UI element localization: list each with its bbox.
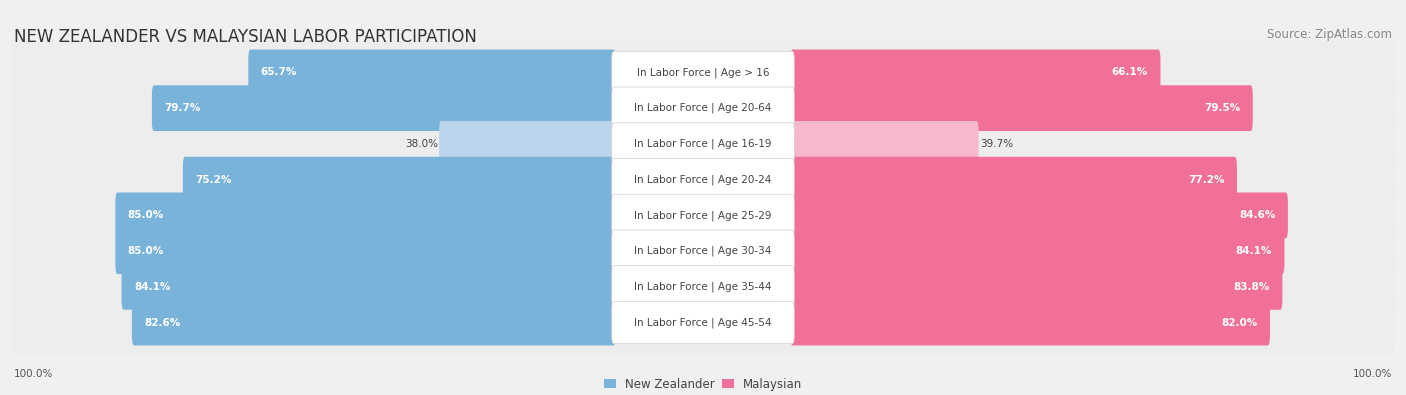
FancyBboxPatch shape xyxy=(249,49,616,95)
FancyBboxPatch shape xyxy=(612,123,794,165)
FancyBboxPatch shape xyxy=(790,228,1285,274)
Text: 84.6%: 84.6% xyxy=(1239,211,1275,220)
FancyBboxPatch shape xyxy=(11,41,1395,104)
FancyBboxPatch shape xyxy=(152,85,616,131)
FancyBboxPatch shape xyxy=(115,228,616,274)
Text: In Labor Force | Age 30-34: In Labor Force | Age 30-34 xyxy=(634,246,772,256)
Text: 84.1%: 84.1% xyxy=(134,282,170,292)
FancyBboxPatch shape xyxy=(790,121,979,167)
FancyBboxPatch shape xyxy=(790,300,1270,346)
Text: 75.2%: 75.2% xyxy=(195,175,232,184)
FancyBboxPatch shape xyxy=(11,256,1395,318)
FancyBboxPatch shape xyxy=(183,157,616,203)
Text: 79.5%: 79.5% xyxy=(1204,103,1240,113)
FancyBboxPatch shape xyxy=(790,49,1160,95)
Text: 85.0%: 85.0% xyxy=(128,211,165,220)
Text: 100.0%: 100.0% xyxy=(1353,369,1392,379)
FancyBboxPatch shape xyxy=(612,194,794,237)
FancyBboxPatch shape xyxy=(11,220,1395,282)
Text: 39.7%: 39.7% xyxy=(980,139,1014,149)
Text: 66.1%: 66.1% xyxy=(1112,68,1149,77)
Text: 38.0%: 38.0% xyxy=(405,139,437,149)
Text: 82.0%: 82.0% xyxy=(1222,318,1257,327)
Text: In Labor Force | Age 45-54: In Labor Force | Age 45-54 xyxy=(634,317,772,328)
Text: 84.1%: 84.1% xyxy=(1236,246,1272,256)
FancyBboxPatch shape xyxy=(612,158,794,201)
Text: 100.0%: 100.0% xyxy=(14,369,53,379)
FancyBboxPatch shape xyxy=(612,87,794,129)
FancyBboxPatch shape xyxy=(11,77,1395,139)
FancyBboxPatch shape xyxy=(612,230,794,272)
FancyBboxPatch shape xyxy=(612,266,794,308)
Text: In Labor Force | Age 35-44: In Labor Force | Age 35-44 xyxy=(634,282,772,292)
Text: NEW ZEALANDER VS MALAYSIAN LABOR PARTICIPATION: NEW ZEALANDER VS MALAYSIAN LABOR PARTICI… xyxy=(14,28,477,46)
FancyBboxPatch shape xyxy=(439,121,616,167)
FancyBboxPatch shape xyxy=(612,301,794,344)
FancyBboxPatch shape xyxy=(11,148,1395,211)
FancyBboxPatch shape xyxy=(11,184,1395,247)
FancyBboxPatch shape xyxy=(790,85,1253,131)
FancyBboxPatch shape xyxy=(11,291,1395,354)
Text: In Labor Force | Age 25-29: In Labor Force | Age 25-29 xyxy=(634,210,772,221)
Text: In Labor Force | Age > 16: In Labor Force | Age > 16 xyxy=(637,67,769,78)
FancyBboxPatch shape xyxy=(790,192,1288,238)
Text: In Labor Force | Age 20-64: In Labor Force | Age 20-64 xyxy=(634,103,772,113)
FancyBboxPatch shape xyxy=(121,264,616,310)
Legend: New Zealander, Malaysian: New Zealander, Malaysian xyxy=(599,373,807,395)
FancyBboxPatch shape xyxy=(132,300,616,346)
Text: 85.0%: 85.0% xyxy=(128,246,165,256)
Text: 65.7%: 65.7% xyxy=(260,68,297,77)
FancyBboxPatch shape xyxy=(115,192,616,238)
Text: Source: ZipAtlas.com: Source: ZipAtlas.com xyxy=(1267,28,1392,41)
Text: 79.7%: 79.7% xyxy=(165,103,201,113)
FancyBboxPatch shape xyxy=(790,157,1237,203)
Text: 77.2%: 77.2% xyxy=(1188,175,1225,184)
Text: In Labor Force | Age 20-24: In Labor Force | Age 20-24 xyxy=(634,174,772,185)
FancyBboxPatch shape xyxy=(11,113,1395,175)
FancyBboxPatch shape xyxy=(612,51,794,94)
Text: In Labor Force | Age 16-19: In Labor Force | Age 16-19 xyxy=(634,139,772,149)
Text: 82.6%: 82.6% xyxy=(145,318,180,327)
FancyBboxPatch shape xyxy=(790,264,1282,310)
Text: 83.8%: 83.8% xyxy=(1233,282,1270,292)
